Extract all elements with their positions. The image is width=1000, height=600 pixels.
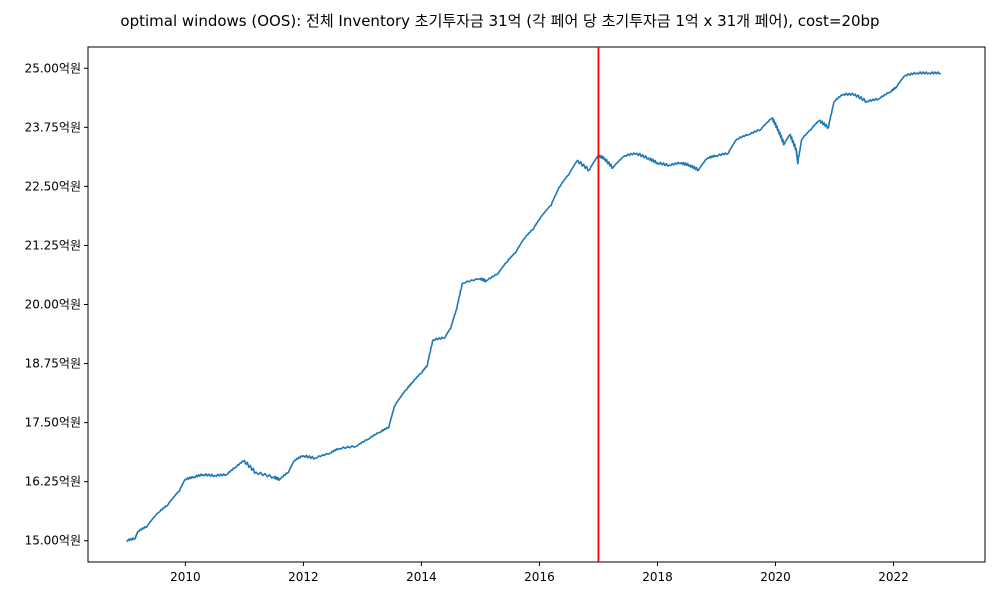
plot-area — [87, 46, 986, 563]
y-tick-label: 18.75억원 — [25, 357, 81, 371]
y-tick-label: 20.00억원 — [25, 298, 81, 312]
chart-title: optimal windows (OOS): 전체 Inventory 초기투자… — [120, 12, 880, 30]
series-line-0 — [126, 71, 942, 542]
y-axis: 15.00억원 16.25억원 17.50억원 18.75억원 20.00억원 21.25… — [25, 61, 88, 548]
y-tick-label: 15.00억원 — [25, 534, 81, 548]
y-tick-label: 23.75억원 — [25, 120, 81, 134]
x-tick-label: 2014 — [406, 570, 437, 584]
x-axis: 2010 2012 2014 2016 2018 2020 2022 — [170, 562, 909, 584]
y-tick-label: 25.00억원 — [25, 61, 81, 75]
axes-frame — [87, 46, 986, 563]
x-tick-label: 2016 — [524, 570, 555, 584]
x-tick-label: 2018 — [642, 570, 673, 584]
y-tick-label: 22.50억원 — [25, 179, 81, 193]
x-tick-label: 2010 — [170, 570, 201, 584]
y-tick-label: 17.50억원 — [25, 416, 81, 430]
x-tick-label: 2020 — [760, 570, 791, 584]
y-tick-label: 16.25억원 — [25, 475, 81, 489]
y-tick-label: 21.25억원 — [25, 238, 81, 252]
x-tick-label: 2012 — [288, 570, 319, 584]
x-tick-label: 2022 — [878, 570, 909, 584]
